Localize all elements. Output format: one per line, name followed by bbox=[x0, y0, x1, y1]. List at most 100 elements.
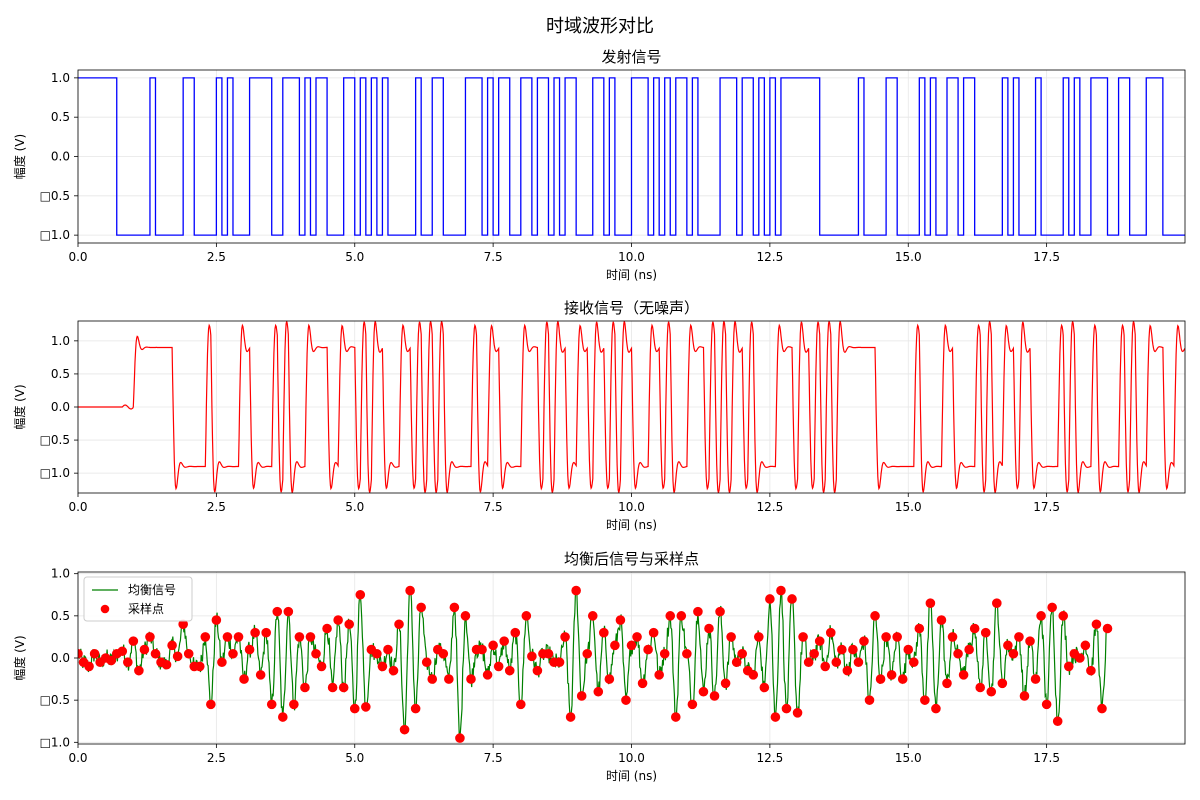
sample-point bbox=[1080, 640, 1091, 651]
sample-point bbox=[1003, 640, 1013, 651]
sample-point bbox=[1142, 0, 1151, 4]
sample-point bbox=[161, 659, 172, 670]
sample-point bbox=[349, 703, 360, 714]
sample-point bbox=[986, 686, 997, 697]
sample-point bbox=[294, 632, 305, 642]
x-tick-label: 12.5 bbox=[757, 500, 784, 514]
sample-point bbox=[565, 712, 576, 722]
x-tick-label: 12.5 bbox=[757, 250, 784, 264]
sample-point bbox=[244, 644, 255, 655]
sample-point bbox=[731, 657, 742, 668]
sample-point bbox=[615, 615, 626, 625]
sample-point bbox=[659, 648, 670, 659]
sample-point bbox=[947, 632, 958, 642]
sample-point bbox=[1114, 0, 1123, 4]
sample-point bbox=[931, 703, 941, 714]
sample-point bbox=[410, 703, 421, 714]
sample-point bbox=[953, 648, 963, 659]
sample-point bbox=[709, 691, 720, 701]
sample-point bbox=[964, 644, 974, 655]
figure-title: 时域波形对比 bbox=[546, 16, 654, 37]
sample-point bbox=[416, 602, 426, 613]
sample-point bbox=[975, 682, 986, 693]
plot-area bbox=[78, 0, 1173, 743]
sample-point bbox=[748, 670, 759, 680]
sample-point bbox=[792, 708, 803, 718]
plot-area bbox=[78, 321, 1185, 493]
y-tick-label: □1.0 bbox=[40, 735, 70, 749]
sample-point bbox=[693, 606, 703, 617]
sample-point bbox=[1097, 703, 1107, 714]
y-tick-label: □1.0 bbox=[40, 228, 70, 242]
sample-point bbox=[820, 661, 831, 672]
x-tick-label: 17.5 bbox=[1033, 250, 1060, 264]
sample-point bbox=[925, 598, 936, 608]
x-tick-label: 7.5 bbox=[484, 250, 503, 264]
x-axis-label: 时间 (ns) bbox=[606, 518, 657, 532]
sample-point bbox=[1159, 0, 1168, 4]
x-tick-label: 7.5 bbox=[484, 500, 503, 514]
sample-point bbox=[809, 648, 819, 659]
sample-point bbox=[831, 657, 842, 668]
x-tick-label: 5.0 bbox=[345, 250, 364, 264]
sample-point bbox=[676, 611, 687, 621]
x-tick-label: 7.5 bbox=[484, 751, 503, 765]
sample-point bbox=[482, 670, 493, 680]
sample-point bbox=[798, 632, 808, 642]
sample-point bbox=[89, 648, 100, 659]
sample-point bbox=[84, 661, 94, 672]
sample-point bbox=[1041, 699, 1052, 710]
sample-point bbox=[211, 615, 222, 625]
x-tick-label: 15.0 bbox=[895, 250, 922, 264]
sample-point bbox=[554, 657, 565, 668]
sample-point bbox=[504, 665, 515, 676]
sample-point bbox=[997, 678, 1008, 689]
x-tick-label: 10.0 bbox=[618, 250, 645, 264]
sample-point bbox=[892, 632, 902, 642]
sample-point bbox=[571, 585, 581, 596]
sample-point bbox=[78, 648, 83, 659]
sample-point bbox=[139, 644, 150, 655]
sample-point bbox=[859, 636, 869, 646]
x-tick-label: 2.5 bbox=[207, 751, 226, 765]
y-tick-label: 0.0 bbox=[51, 651, 70, 665]
sample-point bbox=[1019, 691, 1030, 701]
sample-point bbox=[908, 657, 919, 668]
x-tick-label: 0.0 bbox=[68, 500, 87, 514]
sample-point bbox=[853, 657, 864, 668]
sample-point bbox=[576, 691, 587, 701]
sample-point bbox=[1120, 0, 1129, 4]
sample-point bbox=[438, 648, 449, 659]
sample-point bbox=[632, 632, 642, 642]
sample-point bbox=[543, 648, 554, 659]
sample-point bbox=[870, 611, 880, 621]
sample-point bbox=[172, 651, 183, 662]
sample-point bbox=[361, 702, 371, 712]
sample-point bbox=[217, 657, 227, 668]
sample-point bbox=[327, 682, 338, 693]
sample-point bbox=[582, 648, 593, 659]
sample-point bbox=[305, 632, 316, 642]
sample-point bbox=[206, 699, 216, 710]
sample-point bbox=[1047, 602, 1057, 613]
axes-frame bbox=[77, 320, 1186, 494]
sample-point bbox=[344, 619, 355, 630]
sample-point bbox=[560, 632, 570, 642]
y-tick-label: 0.5 bbox=[51, 609, 70, 623]
sample-point bbox=[936, 615, 947, 625]
sample-point bbox=[1052, 716, 1063, 727]
legend-marker-swatch bbox=[100, 604, 110, 614]
x-tick-label: 5.0 bbox=[345, 500, 364, 514]
sample-point bbox=[643, 644, 653, 655]
sample-point bbox=[665, 611, 676, 621]
sample-point bbox=[881, 632, 891, 642]
sample-point bbox=[1164, 0, 1173, 4]
sample-point bbox=[488, 640, 498, 651]
sample-point bbox=[942, 678, 952, 689]
sample-point bbox=[770, 712, 781, 722]
sample-point bbox=[1091, 619, 1102, 630]
sample-point bbox=[637, 678, 648, 689]
sample-point bbox=[969, 623, 980, 634]
sample-point bbox=[388, 665, 399, 676]
